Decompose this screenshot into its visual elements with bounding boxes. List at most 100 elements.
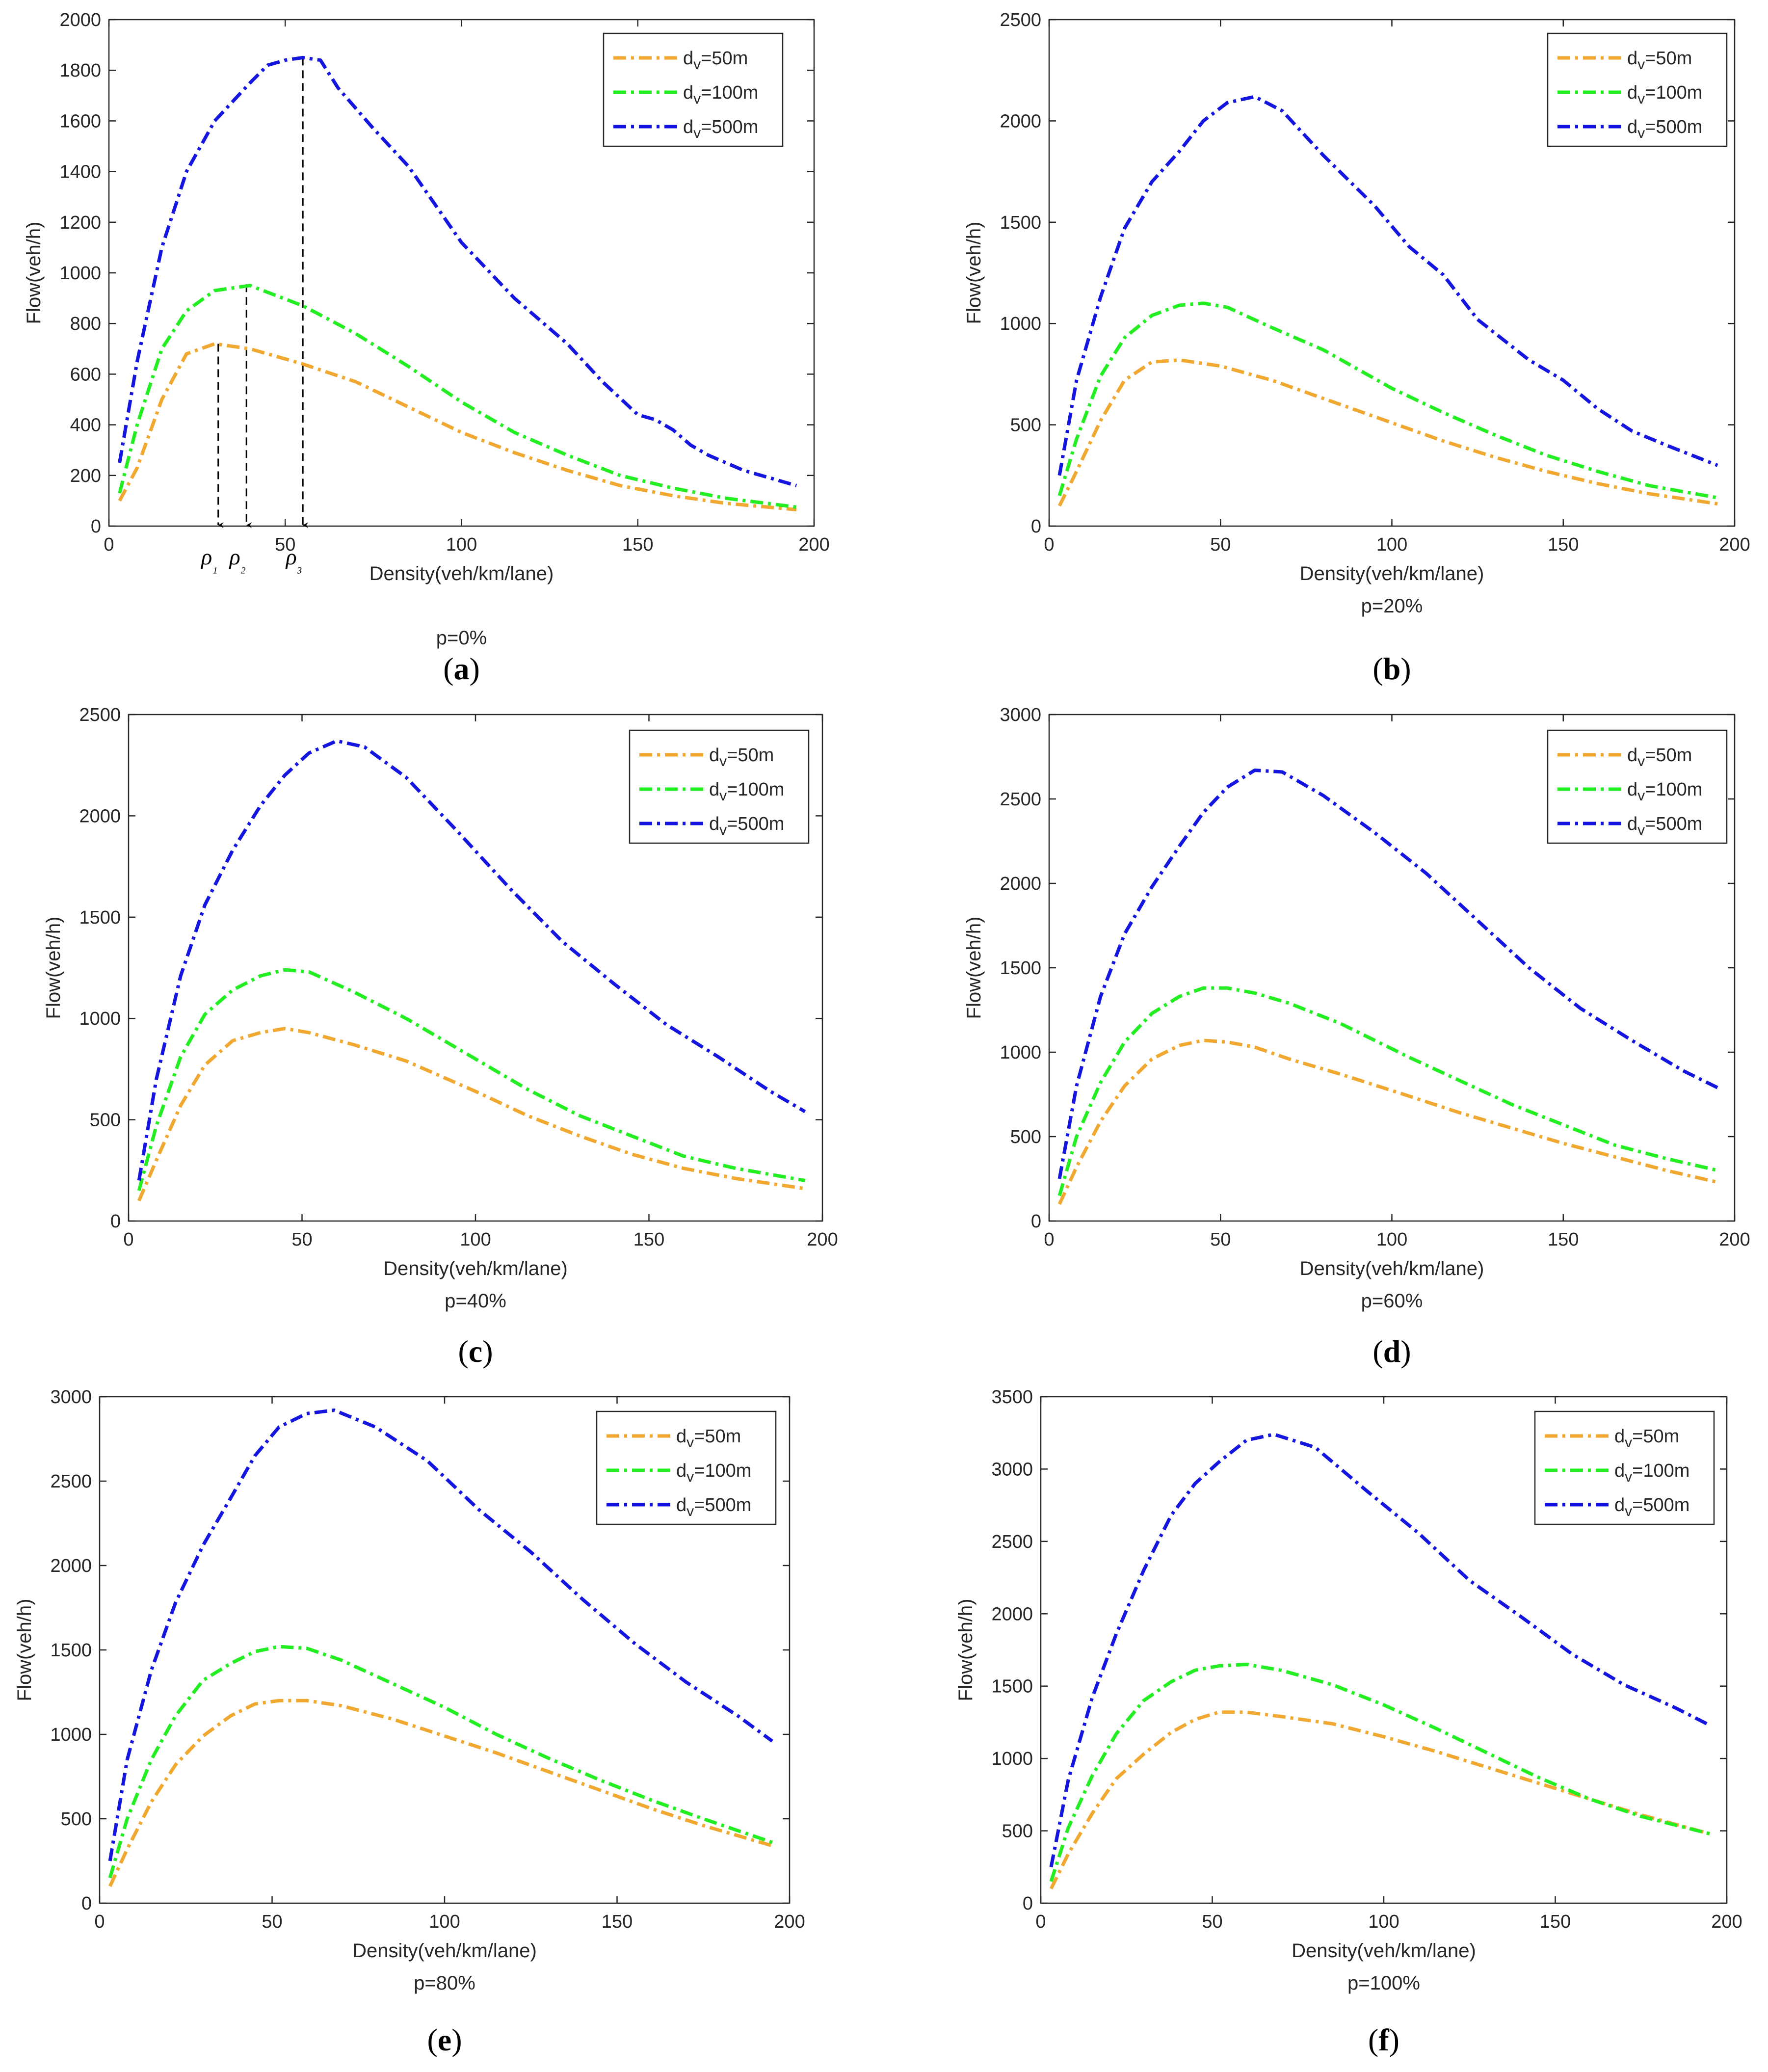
legend-label-d100: dv=100m: [1614, 1461, 1689, 1485]
y-tick-label: 2000: [1000, 874, 1041, 894]
y-tick-label: 0: [81, 1893, 92, 1914]
y-tick-label: 2000: [50, 1556, 92, 1576]
x-tick-label: 150: [622, 534, 653, 555]
x-axis-label: Density(veh/km/lane): [369, 563, 554, 584]
legend-label-d50: dv=50m: [1627, 745, 1692, 770]
rho-label-1: ρ₁: [200, 544, 217, 574]
series-line-d100: [1057, 986, 1718, 1196]
rho-label-3: ρ₃: [285, 544, 302, 574]
panel-subtitle: p=0%: [436, 627, 487, 649]
y-tick-label: 1500: [79, 907, 121, 928]
legend-label-d100: dv=100m: [1627, 779, 1702, 804]
y-tick-label: 0: [110, 1211, 121, 1232]
x-tick-label: 200: [1711, 1912, 1742, 1932]
y-tick-label: 1500: [1000, 958, 1041, 979]
series-line-d50: [1049, 1710, 1711, 1890]
x-tick-label: 100: [1376, 1229, 1407, 1250]
legend: dv=50m dv=100m dv=500m: [1547, 32, 1728, 147]
x-tick-label: 0: [104, 534, 114, 555]
y-tick-label: 3500: [991, 1387, 1033, 1408]
y-tick-label: 200: [70, 466, 101, 486]
x-tick-label: 200: [1719, 534, 1750, 555]
y-tick-label: 2500: [1000, 789, 1041, 810]
series-line-d50: [118, 342, 797, 511]
y-tick-label: 800: [70, 314, 101, 334]
legend: dv=50m dv=100m dv=500m: [1534, 1410, 1715, 1525]
x-tick-label: 200: [774, 1912, 805, 1932]
y-axis-label: Flow(veh/h): [23, 222, 45, 324]
y-tick-label: 500: [1010, 1127, 1041, 1147]
panel-label: (d): [1372, 1334, 1411, 1369]
x-tick-label: 200: [807, 1229, 838, 1250]
legend: dv=50m dv=100m dv=500m: [603, 32, 784, 147]
x-tick-label: 100: [429, 1912, 460, 1932]
rho-label-2: ρ₂: [229, 544, 246, 574]
panel-subtitle: p=20%: [1361, 595, 1423, 617]
y-tick-label: 3000: [1000, 705, 1041, 725]
legend-label-d500: dv=500m: [1627, 117, 1702, 141]
y-tick-label: 1000: [1000, 314, 1041, 334]
x-tick-label: 200: [1719, 1229, 1750, 1250]
legend-label-d500: dv=500m: [683, 117, 758, 141]
y-tick-label: 2000: [991, 1604, 1033, 1624]
x-tick-label: 0: [1035, 1912, 1046, 1932]
panel-subtitle: p=100%: [1347, 1972, 1420, 1994]
y-axis-label: Flow(veh/h): [14, 1599, 35, 1701]
x-axis-label: Density(veh/km/lane): [1300, 1258, 1484, 1279]
legend-label-d100: dv=100m: [709, 779, 784, 804]
y-tick-label: 2000: [79, 806, 121, 826]
panel-label: (f): [1368, 2022, 1399, 2057]
y-axis-label: Flow(veh/h): [955, 1599, 976, 1701]
y-tick-label: 1500: [1000, 213, 1041, 233]
series-line-d100: [1049, 1663, 1710, 1882]
x-tick-label: 50: [291, 1229, 312, 1250]
legend: dv=50m dv=100m dv=500m: [596, 1410, 777, 1525]
x-tick-label: 0: [1044, 534, 1054, 555]
y-tick-label: 1500: [50, 1640, 92, 1661]
series-line-d500: [118, 55, 797, 487]
y-tick-label: 500: [90, 1110, 121, 1131]
x-axis-label: Density(veh/km/lane): [383, 1258, 568, 1279]
panel-subtitle: p=60%: [1361, 1290, 1423, 1312]
series-line-d500: [108, 1408, 773, 1861]
y-tick-label: 500: [61, 1809, 92, 1830]
y-tick-label: 1000: [50, 1725, 92, 1745]
y-tick-label: 0: [1023, 1893, 1033, 1914]
legend-label-d100: dv=100m: [683, 82, 758, 107]
legend-label-d500: dv=500m: [676, 1495, 751, 1519]
y-tick-label: 1800: [59, 60, 101, 81]
chart-panel-b: 0 50 100 150 20005001000150020002500Density(…: [963, 10, 1750, 686]
y-tick-label: 2000: [1000, 111, 1041, 132]
x-tick-label: 100: [1376, 534, 1407, 555]
x-tick-label: 50: [275, 534, 295, 555]
y-tick-label: 0: [1031, 516, 1041, 537]
y-tick-label: 400: [70, 415, 101, 436]
y-tick-label: 1000: [59, 263, 101, 284]
y-tick-label: 1000: [1000, 1042, 1041, 1063]
x-tick-label: 50: [1210, 534, 1231, 555]
chart-panel-a: 0 50 100 150 2000200400600800100012001400160…: [23, 10, 830, 686]
legend-label-d50: dv=50m: [1614, 1426, 1679, 1451]
legend-label-d100: dv=100m: [1627, 82, 1702, 107]
chart-panel-c: 0 50 100 150 20005001000150020002500Density(…: [43, 705, 838, 1369]
x-tick-label: 50: [1210, 1229, 1231, 1250]
legend-label-d50: dv=50m: [709, 745, 774, 770]
x-axis-label: Density(veh/km/lane): [352, 1940, 537, 1962]
x-tick-label: 100: [1368, 1912, 1399, 1932]
x-tick-label: 50: [262, 1912, 282, 1932]
y-tick-label: 1400: [59, 162, 101, 183]
panel-label: (e): [427, 2022, 462, 2057]
x-tick-label: 0: [94, 1912, 105, 1932]
x-tick-label: 200: [798, 534, 829, 555]
y-axis-label: Flow(veh/h): [963, 917, 985, 1019]
y-tick-label: 500: [1010, 415, 1041, 436]
series-line-d100: [1057, 301, 1718, 500]
y-tick-label: 1600: [59, 111, 101, 132]
x-tick-label: 150: [633, 1229, 664, 1250]
x-tick-label: 100: [460, 1229, 491, 1250]
series-line-d50: [1057, 1038, 1718, 1205]
series-line-d50: [137, 1027, 806, 1202]
x-tick-label: 150: [1548, 1229, 1579, 1250]
y-tick-label: 2500: [1000, 10, 1041, 30]
